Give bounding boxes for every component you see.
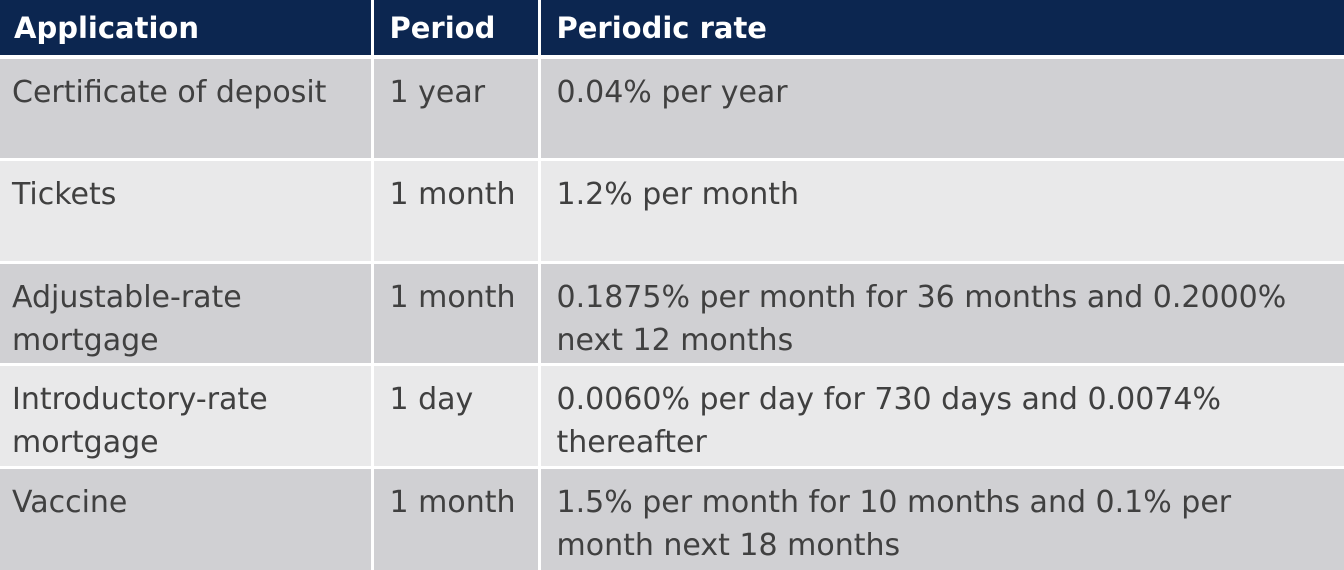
table-row: Tickets 1 month 1.2% per month — [0, 159, 1344, 264]
cell-periodic-rate: 1.2% per month — [539, 159, 1344, 264]
table-row: Adjustable-rate mortgage 1 month 0.1875%… — [0, 262, 1344, 367]
cell-application: Tickets — [0, 159, 374, 264]
cell-periodic-rate: 0.0060% per day for 730 days and 0.0074%… — [539, 364, 1344, 469]
column-header-period: Period — [372, 0, 541, 59]
column-header-application: Application — [0, 0, 374, 59]
table-row: Introductory-rate mortgage 1 day 0.0060%… — [0, 364, 1344, 469]
cell-periodic-rate: 1.5% per month for 10 months and 0.1% pe… — [539, 467, 1344, 570]
cell-period: 1 month — [372, 159, 541, 264]
cell-application: Certificate of deposit — [0, 57, 374, 162]
table-row: Certificate of deposit 1 year 0.04% per … — [0, 57, 1344, 162]
cell-period: 1 day — [372, 364, 541, 469]
table-header-row: Application Period Periodic rate — [0, 0, 1344, 59]
cell-period: 1 month — [372, 467, 541, 570]
cell-application: Introductory-rate mortgage — [0, 364, 374, 469]
column-header-periodic-rate: Periodic rate — [539, 0, 1344, 59]
cell-periodic-rate: 0.04% per year — [539, 57, 1344, 162]
cell-application: Adjustable-rate mortgage — [0, 262, 374, 367]
cell-period: 1 month — [372, 262, 541, 367]
table-row: Vaccine 1 month 1.5% per month for 10 mo… — [0, 467, 1344, 570]
cell-periodic-rate: 0.1875% per month for 36 months and 0.20… — [539, 262, 1344, 367]
cell-application: Vaccine — [0, 467, 374, 570]
cell-period: 1 year — [372, 57, 541, 162]
